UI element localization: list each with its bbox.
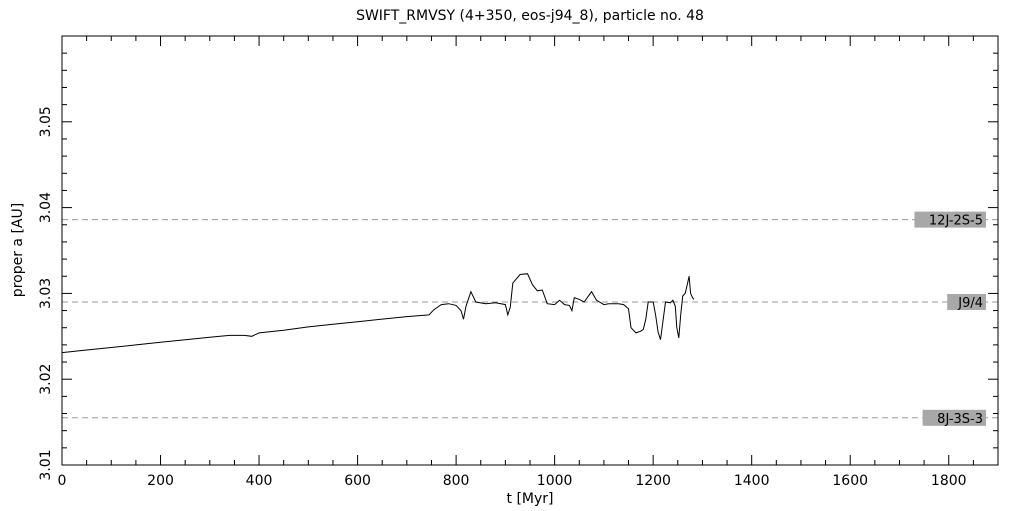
x-tick-label: 0 (58, 473, 67, 489)
x-ticks: 0 200 400 600 800 1000 1200 1400 1600 1800 (58, 36, 999, 489)
x-tick-label: 800 (443, 473, 470, 489)
y-ticks: 3.01 3.02 3.03 3.04 3.05 (38, 35, 998, 481)
x-tick-label: 600 (344, 473, 371, 489)
chart-title: SWIFT_RMVSY (4+350, eos-j94_8), particle… (356, 8, 704, 24)
x-tick-label: 1400 (734, 473, 770, 489)
resonance-label-box (947, 293, 986, 310)
x-tick-label: 400 (246, 473, 273, 489)
y-tick-label: 3.01 (38, 449, 54, 480)
y-tick-label: 3.05 (38, 106, 54, 137)
plot-frame (61, 35, 999, 466)
series-layer (61, 273, 695, 354)
resonance-lines (62, 219, 998, 419)
x-tick-label: 200 (147, 473, 174, 489)
x-tick-label: 1200 (635, 473, 671, 489)
resonance-label-box (914, 211, 986, 228)
y-tick-label: 3.02 (38, 364, 54, 395)
y-tick-label: 3.03 (38, 278, 54, 309)
resonance-label: 12J-2S-5 (929, 214, 983, 229)
resonance-label: 8J-3S-3 (937, 412, 983, 427)
y-tick-label: 3.04 (38, 192, 54, 223)
x-tick-label: 1000 (537, 473, 573, 489)
x-tick-label: 1800 (931, 473, 967, 489)
x-axis-label: t [Myr] (507, 491, 554, 507)
resonance-labels: 12J-2S-5 J9/4 8J-3S-3 (914, 211, 986, 427)
x-tick-label: 1600 (832, 473, 868, 489)
resonance-label-box (922, 409, 986, 426)
y-axis-label: proper a [AU] (10, 203, 26, 297)
series-line (61, 273, 695, 354)
resonance-label: J9/4 (957, 296, 983, 311)
